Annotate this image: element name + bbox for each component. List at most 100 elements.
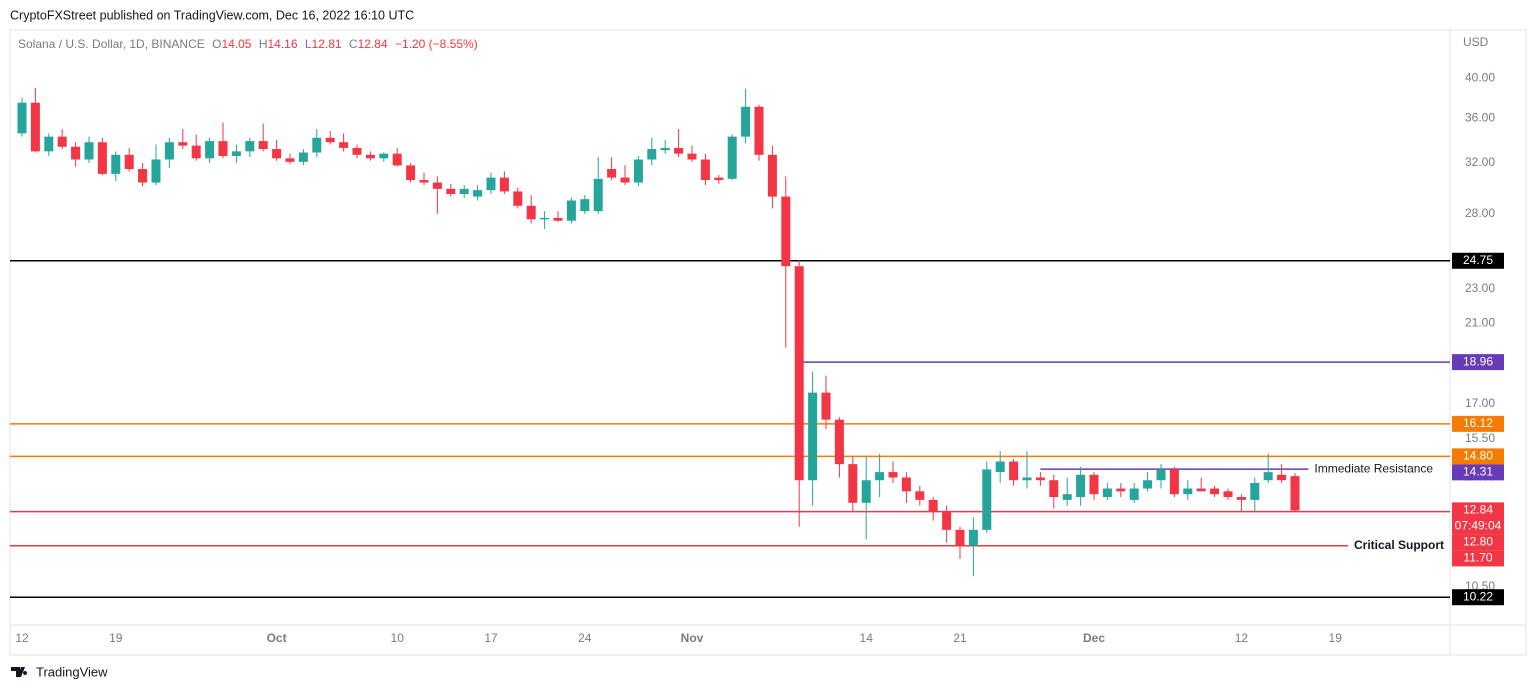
x-tick-label: 24 (578, 631, 592, 645)
candle-body (1102, 488, 1112, 498)
candle-body (1236, 497, 1246, 500)
level-label-box (1452, 534, 1504, 551)
legend-line: Solana / U.S. Dollar, 1D, BINANCE O14.05… (18, 37, 478, 51)
candle-body (955, 529, 965, 546)
candle-body (1156, 469, 1166, 481)
candle-body (44, 136, 54, 152)
candle-body (164, 142, 174, 160)
candle-body (432, 182, 442, 189)
candle-body (258, 141, 268, 150)
candle-body (1062, 494, 1072, 500)
candle-body (218, 141, 228, 156)
candle-body (499, 177, 509, 192)
candle-body (352, 147, 362, 155)
level-label: 14.80 (1463, 449, 1493, 463)
x-tick-label: 12 (1235, 631, 1249, 645)
ohlc-label: L (305, 37, 312, 51)
candle-body (968, 529, 978, 546)
candle-body (446, 188, 456, 194)
candle-body (1263, 472, 1273, 481)
candle-body (982, 469, 992, 530)
candle-body (794, 266, 804, 481)
y-tick-label: 32.00 (1465, 155, 1495, 169)
level-label-box (1452, 252, 1504, 269)
level-label: 11.70 (1463, 551, 1492, 565)
candle-body (834, 419, 844, 465)
x-tick-label: 12 (15, 631, 29, 645)
price-label-box (1452, 502, 1504, 535)
candle-body (848, 464, 858, 503)
y-tick-label: 40.00 (1465, 70, 1495, 84)
candle-body (205, 141, 215, 159)
price-label: 12.84 (1463, 503, 1493, 517)
ohlc-value: 12.81 (312, 37, 342, 51)
candle-body (754, 106, 764, 155)
level-label: 12.80 (1463, 535, 1493, 549)
y-tick-label: 23.00 (1465, 281, 1495, 295)
candle-body (379, 153, 389, 159)
candle-body (325, 137, 335, 143)
candle-body (339, 142, 349, 148)
candle-body (1116, 488, 1126, 492)
candle-body (513, 191, 523, 206)
candle-body (71, 146, 81, 160)
candle-body (1143, 480, 1153, 489)
candle-body (459, 188, 469, 194)
candle-body (406, 165, 416, 181)
y-tick-label: 15.50 (1465, 431, 1495, 445)
ohlc-label: O (212, 37, 221, 51)
candle-body (151, 159, 161, 183)
ohlc-label: H (259, 37, 268, 51)
candle-body (1250, 482, 1260, 500)
candle-body (486, 177, 496, 191)
x-tick-label: 19 (109, 631, 123, 645)
candle-body (124, 154, 134, 170)
candle-body (620, 177, 630, 183)
candle-body (995, 461, 1005, 473)
level-label-box (1452, 354, 1504, 371)
y-tick-label: 17.00 (1465, 396, 1495, 410)
candle-body (674, 147, 684, 154)
candle-body (901, 477, 911, 492)
ohlc-value: 14.16 (267, 37, 297, 51)
candle-body (473, 190, 483, 197)
level-label: 24.75 (1463, 253, 1493, 267)
candle-body (875, 472, 885, 481)
candle-body (942, 511, 952, 530)
level-annotation: Critical Support (1354, 538, 1444, 552)
candle-body (633, 159, 643, 183)
level-label-box (1452, 464, 1504, 481)
x-tick-label: Dec (1083, 631, 1105, 645)
price-label: 07:49:04 (1455, 519, 1502, 533)
y-tick-label: 36.00 (1465, 110, 1495, 124)
candle-body (312, 137, 322, 153)
x-tick-label: 17 (484, 631, 498, 645)
candle-body (1076, 474, 1086, 498)
candle-body (1183, 488, 1193, 495)
candle-body (928, 499, 938, 512)
candle-body (553, 217, 563, 221)
x-tick-label: 19 (1329, 631, 1343, 645)
x-tick-label: 21 (953, 631, 967, 645)
candle-body (687, 153, 697, 160)
candle-body (566, 200, 576, 221)
candle-body (30, 102, 40, 152)
candle-body (526, 205, 536, 220)
level-label-box (1452, 415, 1504, 432)
candle-body (57, 136, 67, 147)
level-label: 18.96 (1463, 354, 1493, 368)
x-tick-label: Oct (267, 631, 287, 645)
level-annotation: Immediate Resistance (1314, 461, 1433, 475)
level-label: 16.12 (1463, 416, 1493, 430)
candle-body (17, 102, 27, 134)
symbol: Solana / U.S. Dollar, 1D, BINANCE (18, 37, 205, 51)
candle-body (1290, 476, 1300, 511)
level-label: 14.31 (1463, 465, 1493, 479)
brand-logo (11, 667, 28, 677)
x-tick-label: 10 (391, 631, 405, 645)
candle-body (138, 169, 148, 183)
candle-body (607, 169, 617, 178)
candle-body (580, 199, 590, 212)
